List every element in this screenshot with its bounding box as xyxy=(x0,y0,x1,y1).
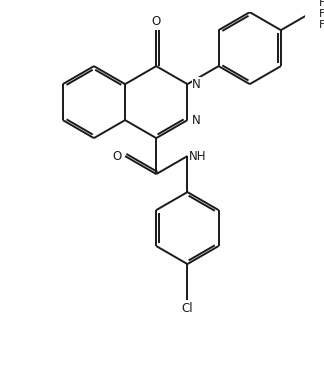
Text: NH: NH xyxy=(189,150,207,163)
Text: N: N xyxy=(192,78,201,91)
Text: F: F xyxy=(318,20,324,30)
Text: O: O xyxy=(152,15,161,28)
Text: F: F xyxy=(318,0,324,8)
Text: O: O xyxy=(112,150,122,163)
Text: N: N xyxy=(192,113,201,126)
Text: Cl: Cl xyxy=(182,302,193,315)
Text: F: F xyxy=(318,9,324,19)
